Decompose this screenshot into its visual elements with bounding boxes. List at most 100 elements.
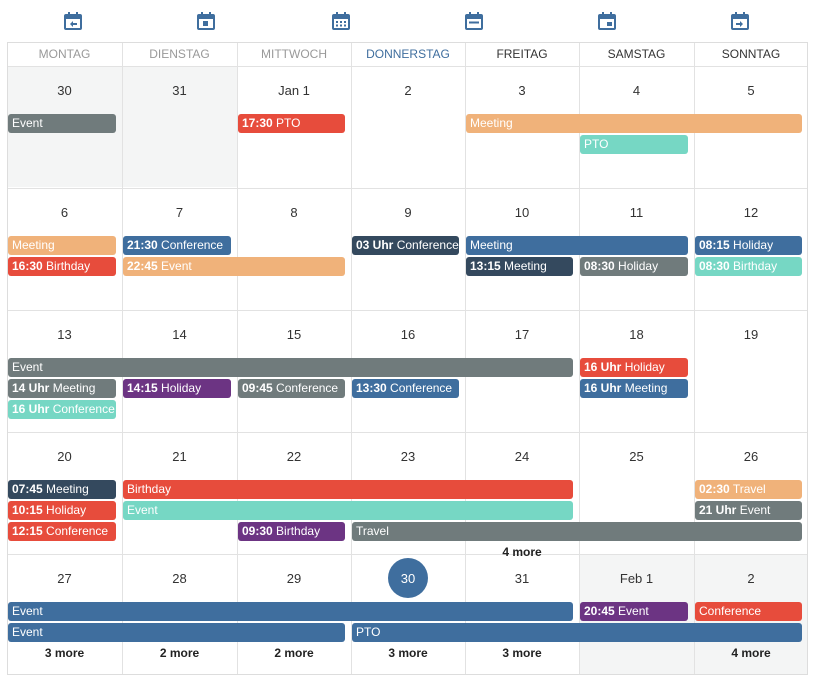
event-title: Event [161,259,192,273]
day-number[interactable]: 21 [172,449,187,464]
day-number[interactable]: 9 [404,205,412,220]
calendar-event[interactable]: 22:45 Event [123,257,345,276]
calendar-event[interactable]: 14 Uhr Meeting [8,379,116,398]
day-number[interactable]: 19 [743,327,759,342]
day-number[interactable]: 26 [743,449,759,464]
day-number[interactable]: 16 [400,327,416,342]
event-time: 08:30 [699,259,730,273]
more-events-link[interactable]: 3 more [44,646,85,660]
calendar-event[interactable]: 07:45 Meeting [8,480,116,499]
calendar-event[interactable]: 10:15 Holiday [8,501,116,520]
calendar-event[interactable]: 08:30 Birthday [695,257,802,276]
event-title: Event [12,116,43,130]
calendar-prev-icon[interactable] [63,11,83,31]
more-events-link[interactable]: 3 more [388,646,428,660]
calendar-event[interactable]: Event [8,602,573,621]
day-number[interactable]: 18 [629,327,644,342]
calendar-weekend-icon[interactable] [597,11,617,31]
event-title: Event [739,503,771,517]
day-number[interactable]: 23 [400,449,416,464]
calendar-event[interactable]: 08:15 Holiday [695,236,802,255]
day-number[interactable]: 22 [286,449,302,464]
today-day-number[interactable]: 30 [400,571,416,586]
event-title: Conference [46,524,109,538]
calendar-week-icon[interactable] [464,11,484,31]
day-number[interactable]: 8 [290,205,298,220]
day-number[interactable]: 27 [57,571,72,586]
day-number[interactable]: 13 [57,327,72,342]
day-number[interactable]: 4 [632,83,641,98]
day-number[interactable]: 24 [514,449,530,464]
event-title: Holiday [161,381,202,395]
calendar-event[interactable]: 08:30 Holiday [580,257,688,276]
calendar-next-icon[interactable] [730,11,750,31]
calendar-event[interactable]: 21 Uhr Event [695,501,802,520]
calendar-event[interactable]: 12:15 Conference [8,522,116,541]
day-number[interactable]: 28 [172,571,187,586]
day-number[interactable]: 10 [514,205,530,220]
calendar-event[interactable]: 16 Uhr Holiday [580,358,688,377]
more-events-link[interactable]: 4 more [731,646,771,660]
calendar-event[interactable]: 20:45 Event [580,602,688,621]
day-number[interactable]: Jan 1 [278,83,310,98]
calendar-event[interactable]: PTO [352,623,802,642]
calendar-event[interactable]: Conference [695,602,802,621]
calendar-event[interactable]: 13:30 Conference [352,379,459,398]
calendar-event[interactable]: Event [8,114,116,133]
calendar-event[interactable]: Meeting [466,236,688,255]
more-events-link[interactable]: 4 more [502,545,542,559]
day-number[interactable]: 29 [286,571,302,586]
calendar-event[interactable]: Travel [352,522,802,541]
event-title: Meeting [52,381,96,395]
day-number[interactable]: 7 [175,205,184,220]
calendar-event[interactable]: 16:30 Birthday [8,257,116,276]
day-number[interactable]: 3 [518,83,526,98]
event-time: 07:45 [12,482,43,496]
calendar-event[interactable]: Event [8,623,345,642]
day-number[interactable]: 25 [629,449,644,464]
calendar-event[interactable]: PTO [580,135,688,154]
calendar-event[interactable]: 21:30 Conference [123,236,231,255]
calendar-event[interactable]: 03 Uhr Conference [352,236,459,255]
calendar-day-icon[interactable] [196,11,216,31]
day-number[interactable]: 14 [172,327,187,342]
day-number[interactable]: 20 [57,449,72,464]
calendar-event[interactable]: Meeting [8,236,116,255]
day-number[interactable]: 2 [747,571,755,586]
more-events-link[interactable]: 2 more [274,646,314,660]
calendar-event[interactable]: Event [8,358,573,377]
day-number[interactable]: 17 [514,327,530,342]
day-number[interactable]: 15 [286,327,302,342]
event-title: Meeting [504,259,547,273]
event-time: 20:45 [584,604,615,618]
calendar-event[interactable]: 09:30 Birthday [238,522,345,541]
calendar-event[interactable]: 02:30 Travel [695,480,802,499]
day-number[interactable]: 31 [514,571,530,586]
day-number[interactable]: 11 [629,205,644,220]
day-number[interactable]: 2 [404,83,412,98]
day-number[interactable]: 30 [57,83,72,98]
event-title: Birthday [733,259,778,273]
day-number[interactable]: 31 [172,83,187,98]
calendar-event[interactable]: 16 Uhr Conference [8,400,116,419]
day-number[interactable]: 5 [747,83,755,98]
event-time: 08:30 [584,259,615,273]
event-title: Holiday [733,238,774,252]
day-number[interactable]: 12 [743,205,759,220]
event-title: PTO [356,625,381,639]
calendar-event[interactable]: 14:15 Holiday [123,379,231,398]
calendar-event[interactable]: Event [123,501,573,520]
calendar-month-icon[interactable] [331,11,351,31]
calendar-event[interactable]: 09:45 Conference [238,379,345,398]
calendar-event[interactable]: Meeting [466,114,802,133]
more-events-link[interactable]: 2 more [159,646,200,660]
calendar-event[interactable]: 13:15 Meeting [466,257,573,276]
day-number[interactable]: Feb 1 [619,571,654,586]
event-title: Meeting [624,381,668,395]
calendar-event[interactable]: Birthday [123,480,573,499]
calendar-event[interactable]: 16 Uhr Meeting [580,379,688,398]
day-number[interactable]: 6 [60,205,69,220]
more-events-link[interactable]: 3 more [502,646,542,660]
calendar-event[interactable]: 17:30 PTO [238,114,345,133]
event-title: Birthday [127,482,172,496]
